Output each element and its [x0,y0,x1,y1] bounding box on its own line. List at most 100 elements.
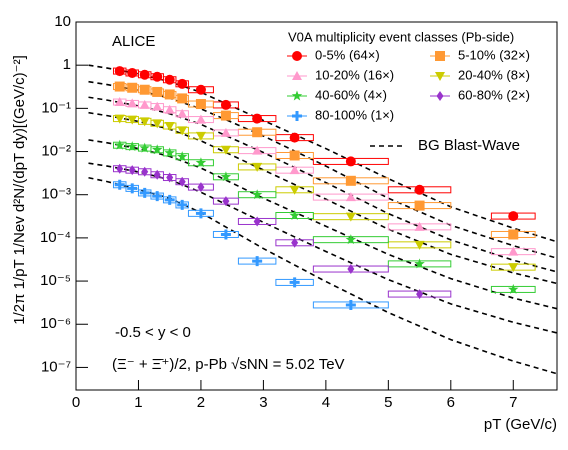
data-point [116,163,124,174]
data-point [177,93,188,104]
x-tick-label: 3 [259,394,267,411]
data-point [141,166,149,177]
y-tick-label: 10⁻⁷ [41,358,71,375]
data-point [152,119,163,129]
data-point [347,264,355,275]
data-point [195,157,207,168]
data-point [127,115,138,125]
data-point [166,172,174,183]
data-point [289,277,300,288]
data-point [176,151,188,162]
legend-fit-label: BG Blast-Wave [418,137,520,154]
data-point [252,127,263,138]
data-point [114,179,125,190]
data-point [139,142,150,153]
data-point [345,156,356,167]
data-point [289,165,300,175]
data-point [164,122,175,132]
fit-curve [88,162,558,334]
data-point [151,144,163,155]
data-point [251,189,263,200]
y-tick-label: 10⁻³ [41,186,71,203]
legend-label: 0-5% (64×) [315,47,380,62]
data-point [508,283,519,294]
fit-curve [88,111,558,285]
data-point [345,212,356,222]
legend-marker [292,111,302,121]
legend-label: 60-80% (2×) [458,87,530,102]
data-point [152,191,163,202]
data-point [152,71,163,82]
data-point [114,81,125,92]
data-point [252,256,263,267]
data-point [291,237,299,248]
y-tick-label: 10⁻¹ [41,99,71,116]
legend-marker [435,72,445,81]
data-point [289,150,300,161]
legend-marker [291,90,303,101]
data-point [164,194,175,205]
legend-label: 40-60% (4×) [315,87,387,102]
legend-label: 80-100% (1×) [315,107,394,122]
data-point [139,69,150,80]
data-point [164,74,175,85]
data-point [414,200,425,211]
data-point [126,141,138,152]
data-point [416,289,424,300]
data-point [220,99,231,110]
x-tick-label: 1 [134,394,142,411]
legend-marker [292,51,302,61]
data-point [195,208,206,219]
data-point [508,211,519,222]
y-tick-label: 10⁻⁵ [40,272,71,289]
y-tick-label: 10⁻² [41,143,71,160]
data-point [222,196,230,207]
y-tick-label: 1 [63,56,71,73]
data-point [164,89,175,100]
data-point [114,97,125,107]
data-point [253,216,261,227]
data-point [127,98,138,108]
data-point [508,229,519,240]
data-point [127,183,138,194]
data-point [252,145,263,155]
legend-label: 20-40% (8×) [458,67,530,82]
x-axis-label: pT (GeV/c) [484,416,557,433]
y-tick-label: 10⁻⁴ [40,229,71,246]
data-point [220,127,231,137]
system-label: (Ξ⁻ + Ξ̄⁺)/2, p-Pb √sNN = 5.02 TeV [112,356,345,373]
data-point [195,114,206,124]
data-point [139,99,150,109]
data-point [114,114,125,124]
fit-curve [88,96,558,273]
legend-label: 10-20% (16×) [315,67,394,82]
data-point [195,131,206,141]
data-point [289,132,300,143]
y-tick-label: 10⁻⁶ [40,315,71,332]
data-point [220,171,232,182]
data-point [508,263,519,273]
x-tick-label: 5 [384,394,392,411]
legend-marker [292,71,302,80]
data-point [195,84,206,95]
data-point [414,240,425,250]
data-point [114,139,125,150]
y-axis-label: 1/2π 1/pT 1/Nev d²N/(dpT dy)[(GeV/c)⁻²] [11,55,28,324]
data-point [164,104,175,114]
x-tick-label: 2 [197,394,205,411]
legend-marker [436,91,444,101]
x-tick-label: 0 [72,394,80,411]
x-tick-label: 6 [447,394,455,411]
data-point [139,187,150,198]
data-point [152,86,163,97]
data-point [177,108,188,118]
data-point [195,99,206,110]
data-point [128,165,136,176]
plot-frame [75,21,558,391]
data-point [164,147,175,158]
experiment-label: ALICE [112,33,155,50]
data-point [252,113,263,124]
data-point [114,66,125,77]
data-point [127,82,138,93]
fit-curve [88,176,558,375]
